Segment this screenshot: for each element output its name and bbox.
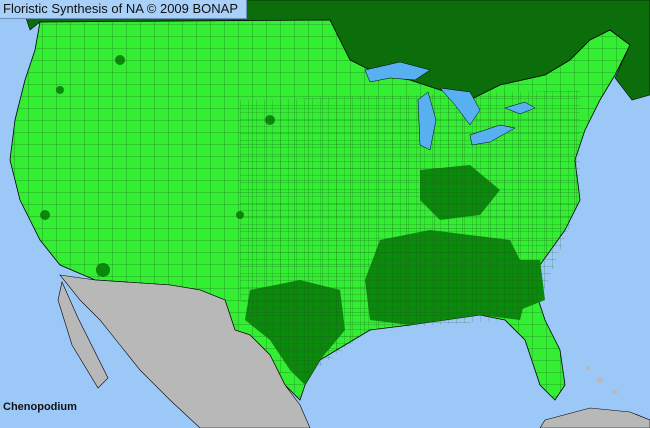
map-title: Floristic Synthesis of NA © 2009 BONAP: [0, 0, 248, 19]
baja-california: [57, 281, 109, 389]
mexico: [59, 274, 311, 428]
taxon-label: Chenopodium: [3, 401, 77, 413]
cuba: [539, 407, 650, 428]
bahamas: [586, 366, 618, 395]
great-lakes: [364, 61, 536, 151]
